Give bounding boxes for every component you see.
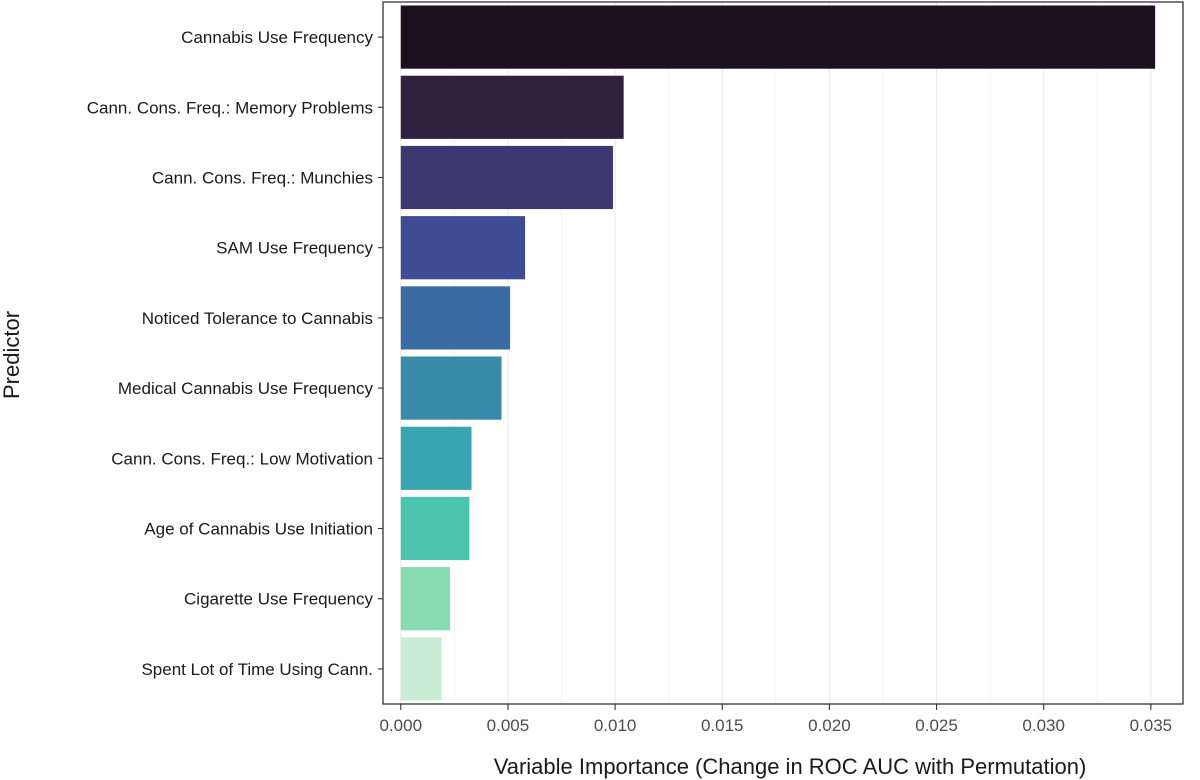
grid-layer <box>400 2 1152 704</box>
y-tick-label: SAM Use Frequency <box>216 239 373 258</box>
y-tick-label: Noticed Tolerance to Cannabis <box>142 309 373 328</box>
bar <box>400 356 502 420</box>
y-axis-title: Predictor <box>0 311 24 399</box>
bar <box>400 216 526 280</box>
bar <box>400 286 511 350</box>
bar <box>400 145 613 210</box>
y-tick-label: Cann. Cons. Freq.: Low Motivation <box>111 449 373 468</box>
bar <box>400 5 1156 69</box>
bar-layer <box>400 5 1156 701</box>
y-tick-label: Cann. Cons. Freq.: Munchies <box>152 169 373 188</box>
x-tick-label: 0.015 <box>701 716 744 735</box>
y-tick-label: Cannabis Use Frequency <box>181 28 373 47</box>
panel-border <box>382 1 1184 705</box>
x-tick-label: 0.025 <box>915 716 958 735</box>
bar <box>400 567 451 631</box>
x-tick-label: 0.030 <box>1022 716 1065 735</box>
bar <box>400 426 472 490</box>
x-tick-label: 0.010 <box>594 716 637 735</box>
y-tick-label: Medical Cannabis Use Frequency <box>118 379 374 398</box>
x-tick-label: 0.005 <box>487 716 530 735</box>
bar <box>400 637 442 701</box>
y-axis: Cannabis Use Frequency Cann. Cons. Freq.:… <box>87 28 383 679</box>
x-axis: 0.000 0.005 0.010 0.015 0.020 0.025 0.030 0.035 <box>380 704 1173 735</box>
y-tick-label: Cann. Cons. Freq.: Memory Problems <box>87 98 373 117</box>
bar <box>400 496 470 561</box>
x-tick-label: 0.000 <box>380 716 423 735</box>
bar <box>400 75 624 139</box>
x-axis-title: Variable Importance (Change in ROC AUC w… <box>494 754 1087 779</box>
y-tick-label: Spent Lot of Time Using Cann. <box>141 660 373 679</box>
x-tick-label: 0.035 <box>1130 716 1173 735</box>
x-tick-label: 0.020 <box>808 716 851 735</box>
y-tick-label: Age of Cannabis Use Initiation <box>144 520 373 539</box>
y-tick-label: Cigarette Use Frequency <box>184 590 373 609</box>
